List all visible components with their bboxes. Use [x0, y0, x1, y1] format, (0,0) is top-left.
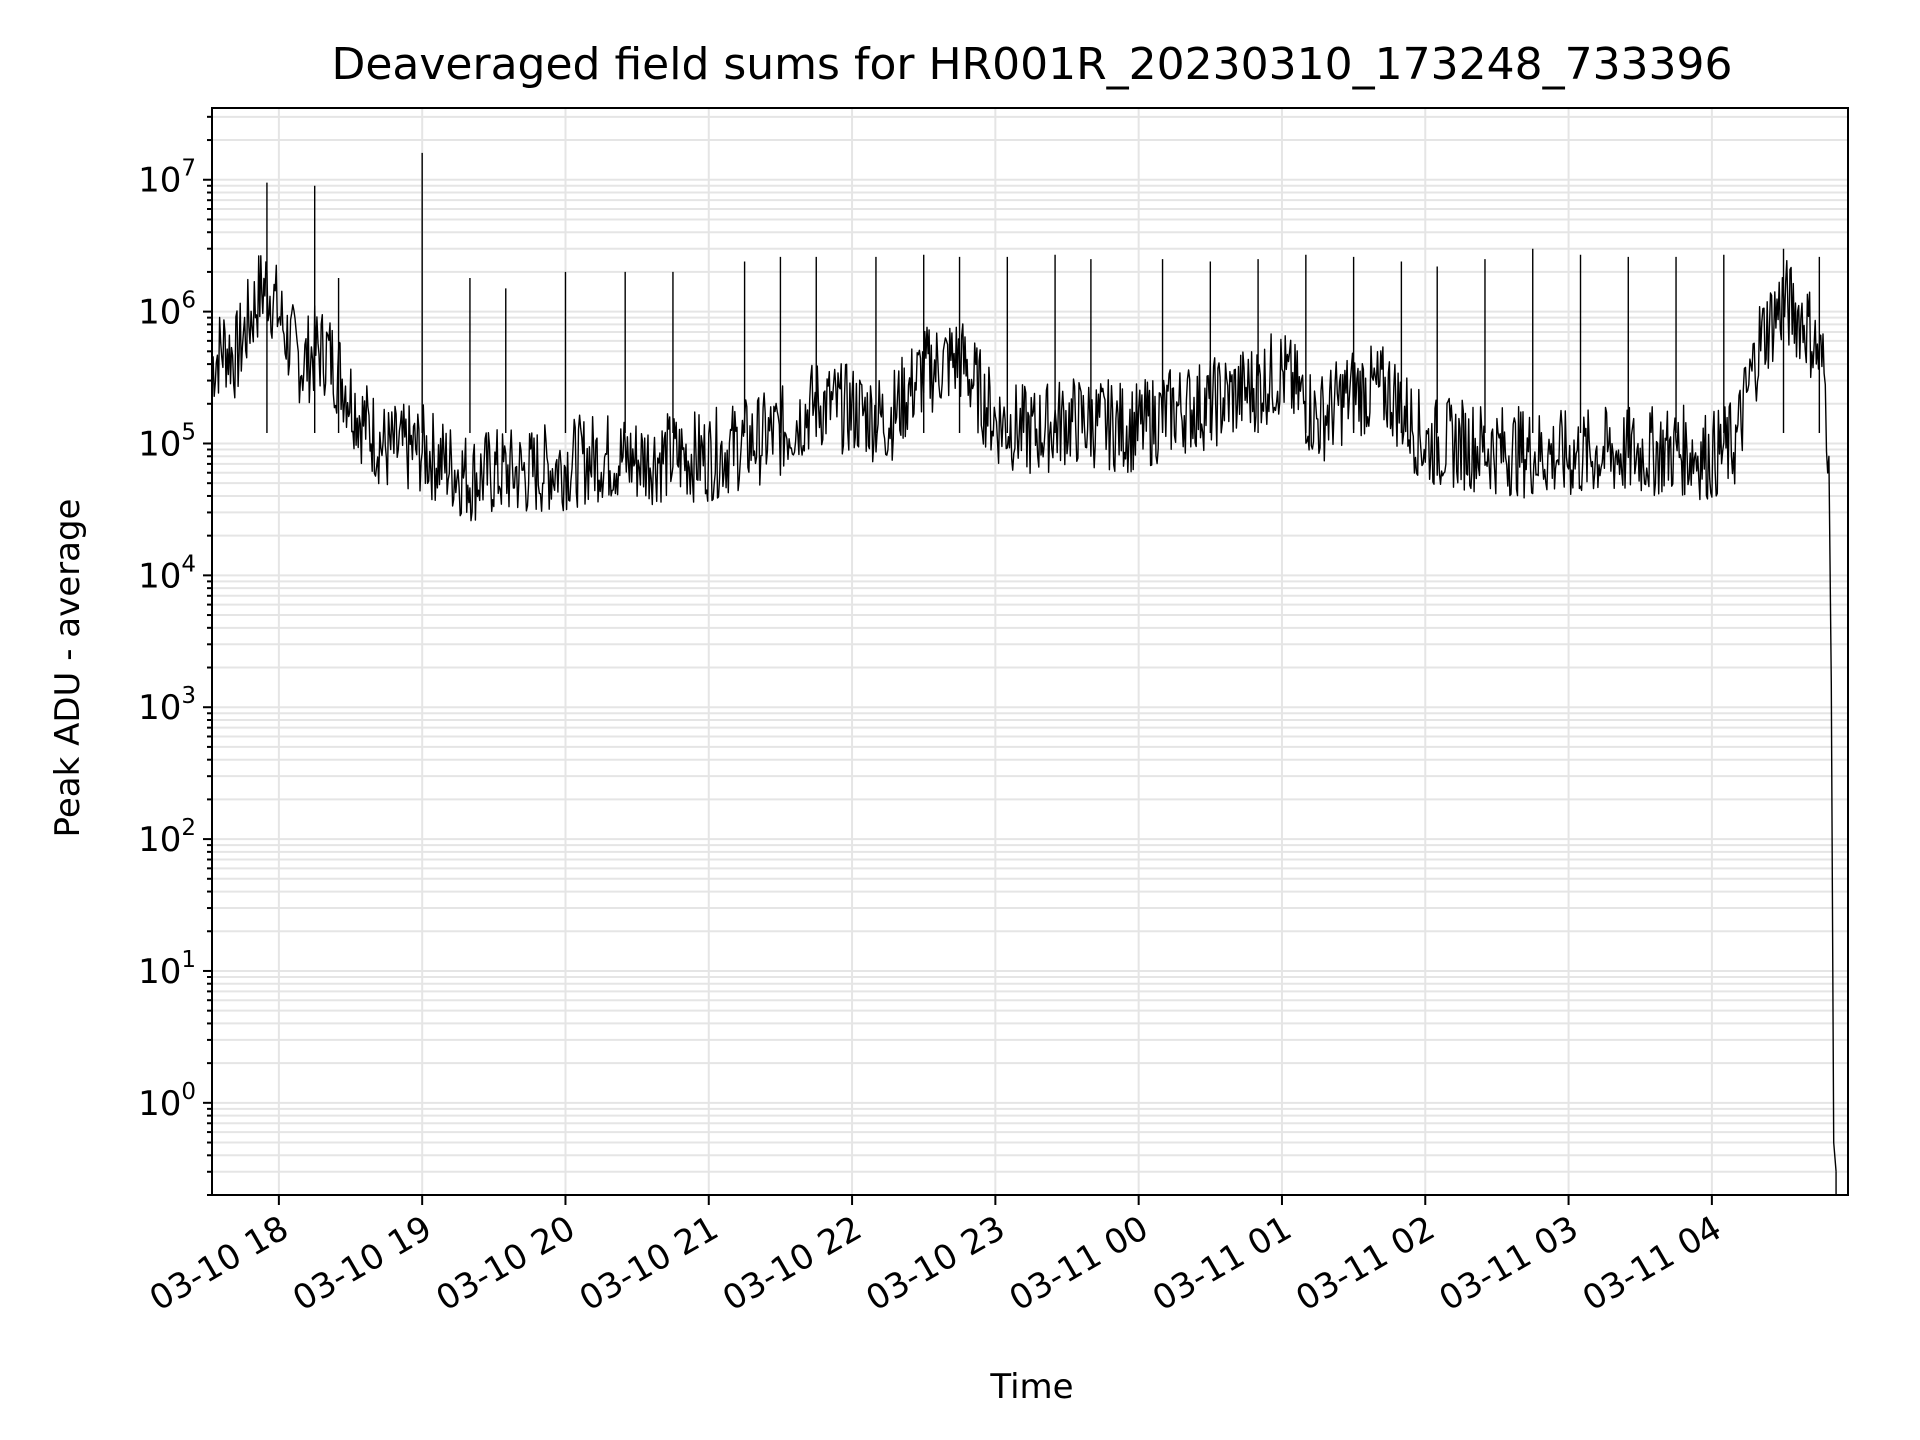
y-axis-label: Peak ADU - average [48, 499, 88, 838]
y-tick-exponent: 6 [181, 288, 196, 314]
plot-frame [211, 107, 1849, 1196]
y-tick-exponent: 0 [181, 1079, 196, 1105]
chart-title: Deaveraged field sums for HR001R_2023031… [331, 39, 1732, 90]
y-tick-base: 10 [138, 952, 181, 992]
y-tick-base: 10 [138, 424, 181, 464]
y-tick-exponent: 7 [181, 156, 196, 182]
y-tick-exponent: 1 [181, 947, 196, 973]
y-tick-label: 105 [138, 419, 196, 464]
series-line [211, 255, 1837, 1172]
x-axis-label: Time [989, 1367, 1073, 1407]
y-tick-label: 107 [138, 156, 196, 201]
y-tick-exponent: 3 [181, 683, 196, 709]
y-tick-exponent: 2 [181, 815, 196, 841]
series-lines [211, 152, 1837, 1195]
y-tick-base: 10 [138, 556, 181, 596]
y-tick-base: 10 [138, 161, 181, 201]
y-tick-exponent: 5 [181, 419, 196, 445]
y-tick-label: 103 [138, 683, 196, 728]
y-tick-label: 100 [138, 1079, 196, 1124]
y-tick-base: 10 [138, 1084, 181, 1124]
y-tick-exponent: 4 [181, 551, 196, 577]
y-tick-base: 10 [138, 688, 181, 728]
y-tick-base: 10 [138, 820, 181, 860]
y-tick-label: 104 [138, 551, 196, 596]
grid-lines [212, 108, 1848, 1196]
y-tick-label: 106 [138, 288, 196, 333]
y-tick-label: 101 [138, 947, 196, 992]
y-tick-label: 102 [138, 815, 196, 860]
y-tick-base: 10 [138, 293, 181, 333]
